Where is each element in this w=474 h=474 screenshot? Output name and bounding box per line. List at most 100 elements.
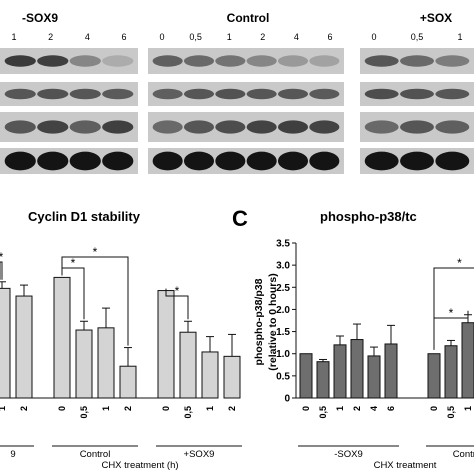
y-tick-label: 2.0 [276, 305, 290, 316]
blot-band [152, 55, 183, 67]
blot-lane-label: 1 [11, 32, 16, 42]
blot-band [277, 88, 309, 100]
x-tick-label: 1 [101, 406, 111, 411]
blot-band [277, 151, 309, 171]
blot-lane-label: 2 [48, 32, 53, 42]
bar [0, 287, 11, 399]
y-tick-label: 1.0 [276, 349, 290, 360]
blot-lane-label: 0 [371, 32, 376, 42]
blot-band [215, 55, 246, 67]
x-tick-label: 0 [429, 406, 439, 411]
x-tick-label: 2 [19, 406, 29, 411]
significance-star: * [175, 284, 180, 298]
blot-band [277, 120, 309, 134]
blot-band [400, 88, 434, 100]
x-tick-label: 1 [0, 406, 7, 411]
x-tick-label: 0,5 [79, 406, 89, 419]
blot-title-3: +SOX [420, 11, 452, 25]
blot-lane-label: 2 [260, 32, 265, 42]
blot-lane-label: 0,5 [411, 32, 424, 42]
group-label: 9 [10, 449, 15, 460]
significance-star: * [0, 250, 4, 264]
blot-band [435, 151, 470, 171]
x-tick-label: 2 [123, 406, 133, 411]
y-tick-label: 0 [284, 394, 290, 405]
chart-c-xlabel: CHX treatment [374, 460, 437, 471]
blot-band [246, 55, 277, 67]
blot-band [102, 55, 134, 67]
bar [201, 351, 219, 399]
x-tick-label: 4 [369, 406, 379, 411]
x-tick-label: 0 [57, 406, 67, 411]
blot-band [183, 151, 215, 171]
blot-band [215, 88, 246, 100]
group-label: -SOX9 [334, 449, 363, 460]
blot-lane-label: 1 [457, 32, 462, 42]
blot-band [4, 88, 36, 100]
x-tick-label: 6 [386, 406, 396, 411]
group-label: +SOX9 [184, 449, 215, 460]
blot-band [309, 151, 340, 171]
x-tick-label: 1 [205, 406, 215, 411]
significance-star: * [71, 256, 76, 270]
bar [119, 365, 137, 399]
blot-lane-label: 6 [327, 32, 332, 42]
western-blot-panel: -SOX9 1 2 4 6 Control 0 0,5 1 2 4 6 +SOX 0 0,5 1 [0, 11, 474, 174]
blot-band [246, 120, 277, 134]
phospho-p38-bar-chart: 0 0.5 1.0 1.5 2.0 2.5 3.0 3.5 0 0,5 1 2 4 6 -SOX9 0 0,5 1… [253, 239, 474, 460]
blot-band [4, 151, 36, 171]
blot-band [183, 120, 215, 134]
x-tick-label: 0,5 [318, 406, 328, 419]
blot-band [183, 88, 215, 100]
chart-b-title: Cyclin D1 stability [28, 209, 141, 224]
y-tick-label: 1.5 [276, 327, 290, 338]
bar [179, 331, 197, 399]
blot-band [102, 88, 134, 100]
bar [427, 353, 441, 399]
blot-band [309, 88, 340, 100]
blot-band [69, 55, 101, 67]
blot-band [309, 55, 340, 67]
y-tick-label: 2.5 [276, 283, 290, 294]
blot-band [246, 88, 277, 100]
blot-band [152, 120, 183, 134]
x-tick-label: 0 [301, 406, 311, 411]
blot-band [215, 151, 246, 171]
y-axis-label-line-1: phospho-p38/p38 [253, 278, 265, 365]
chart-b-xlabel: CHX treatment (h) [101, 460, 178, 471]
blot-band [4, 55, 36, 67]
bar [223, 355, 241, 399]
x-tick-label: 1 [335, 406, 345, 411]
significance-star: * [457, 256, 462, 270]
blot-band [435, 120, 470, 134]
blot-band [4, 120, 36, 134]
bar [461, 322, 474, 399]
y-tick-label: 0.5 [276, 371, 290, 382]
blot-band [69, 151, 101, 171]
blot-title-1: -SOX9 [22, 11, 58, 25]
blot-band [277, 55, 309, 67]
x-tick-label: 2 [227, 406, 237, 411]
x-tick-label: 1 [463, 406, 473, 411]
blot-band [364, 120, 399, 134]
blot-band [152, 151, 183, 171]
bar [15, 295, 33, 399]
blot-band [37, 55, 69, 67]
blot-band [102, 120, 134, 134]
bar [367, 355, 381, 399]
blot-title-2: Control [227, 11, 270, 25]
blot-band [37, 120, 69, 134]
bar [316, 361, 330, 399]
blot-band [152, 88, 183, 100]
bar [97, 327, 115, 399]
chart-c-title: phospho-p38/tc [320, 209, 417, 224]
significance-bracket [165, 288, 189, 320]
significance-bracket [433, 267, 474, 350]
blot-band [435, 55, 470, 67]
blot-band [183, 55, 215, 67]
x-tick-label: 0,5 [446, 406, 456, 419]
x-tick-label: 2 [352, 406, 362, 411]
x-tick-label: 0 [161, 406, 171, 411]
significance-bracket [61, 256, 129, 346]
